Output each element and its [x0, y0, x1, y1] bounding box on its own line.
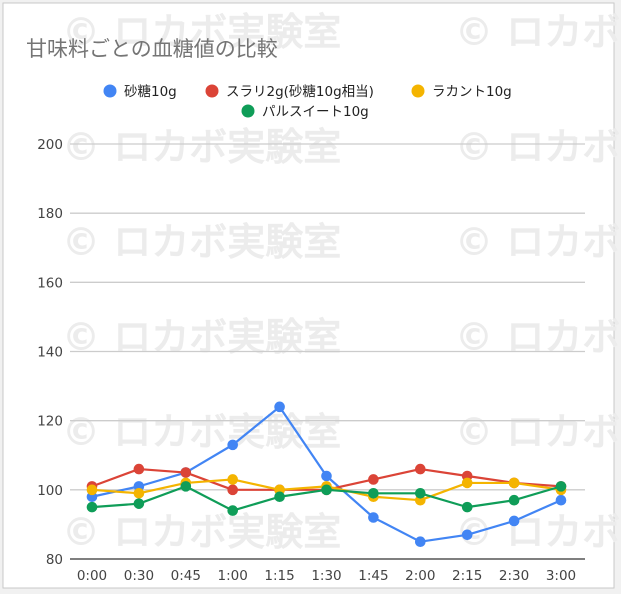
data-point	[227, 474, 238, 485]
x-tick-label: 1:15	[264, 568, 294, 584]
x-tick-label: 1:45	[358, 568, 388, 584]
y-tick-label: 80	[46, 552, 63, 568]
series	[86, 481, 567, 516]
data-point	[321, 470, 332, 482]
chart-title: 甘味料ごとの血糖値の比較	[26, 37, 278, 61]
watermark-text: © ロカボ実験室	[62, 125, 341, 169]
data-point	[227, 505, 238, 516]
y-tick-label: 200	[37, 137, 63, 153]
legend-marker	[411, 84, 425, 98]
legend-label: パルスイート10g	[262, 104, 369, 120]
x-tick-label: 0:00	[77, 568, 107, 584]
data-point	[415, 487, 426, 499]
data-point	[415, 463, 426, 475]
watermark-text: © ロカボ実験室	[62, 410, 341, 454]
data-point	[321, 484, 332, 496]
y-tick-label: 100	[37, 483, 63, 499]
watermark-text: © ロカボ実験室	[62, 315, 341, 359]
watermark-text: © ロカボ実験室	[455, 125, 621, 169]
watermark-text: © ロカボ実験室	[455, 510, 621, 554]
x-tick-label: 1:00	[218, 568, 248, 584]
legend: 砂糖10g スラリ2g(砂糖10g相当) ラカント10g パルスイート10g	[103, 84, 512, 120]
data-point	[133, 463, 145, 475]
data-point	[555, 481, 567, 492]
watermark-text: © ロカボ実験室	[455, 220, 621, 264]
legend-label: ラカント10g	[432, 84, 512, 100]
data-point	[86, 501, 98, 513]
y-tick-label: 160	[37, 275, 63, 291]
watermark-text: © ロカボ実験室	[62, 220, 341, 264]
data-point	[368, 474, 379, 485]
data-point	[180, 467, 192, 478]
data-point	[227, 439, 238, 451]
x-tick-label: 2:00	[405, 568, 435, 584]
legend-label: 砂糖10g	[124, 84, 177, 100]
watermark-layer: © ロカボ実験室 © ロカボ実験室 © ロカボ実験室 © ロカボ実験室 © ロカボ実験室…	[62, 10, 621, 554]
data-point	[508, 494, 520, 506]
x-tick-label: 3:00	[546, 568, 576, 584]
data-point	[133, 487, 145, 499]
data-point	[133, 498, 145, 509]
data-point	[274, 401, 285, 413]
legend-marker	[241, 104, 255, 118]
x-tick-label: 2:15	[452, 568, 482, 584]
data-point	[508, 477, 520, 489]
data-point	[180, 481, 192, 492]
x-tick-label: 0:45	[171, 568, 201, 584]
watermark-text: © ロカボ実験室	[455, 315, 621, 359]
y-tick-label: 180	[37, 206, 63, 222]
watermark-text: © ロカボ実験室	[62, 10, 341, 54]
data-point	[227, 484, 238, 496]
data-point	[508, 515, 520, 527]
data-point	[461, 501, 473, 513]
y-tick-label: 120	[37, 414, 63, 430]
legend-label: スラリ2g(砂糖10g相当)	[226, 84, 374, 100]
watermark-text: © ロカボ実験室	[455, 410, 621, 454]
legend-marker	[205, 84, 219, 98]
x-axis: 0:00 0:30 0:45 1:00 1:15 1:30 1:45 2:00 2:15 2:30…	[77, 568, 576, 584]
plot-area	[86, 401, 567, 548]
x-tick-label: 2:30	[499, 568, 529, 584]
grid-lines	[70, 143, 585, 560]
legend-marker	[103, 84, 117, 98]
data-point	[368, 487, 379, 499]
data-point	[86, 484, 98, 496]
data-point	[461, 477, 473, 489]
watermark-text: © ロカボ実験室	[62, 510, 341, 554]
y-tick-label: 140	[37, 345, 63, 361]
data-point	[461, 529, 473, 541]
watermark-text: © ロカボ実験室	[455, 10, 621, 54]
data-point	[555, 494, 567, 506]
data-point	[368, 512, 379, 523]
y-axis: 80 100 120 140 160 180 200	[37, 137, 63, 568]
data-point	[274, 491, 285, 503]
x-tick-label: 0:30	[124, 568, 154, 584]
data-point	[415, 536, 426, 548]
x-tick-label: 1:30	[311, 568, 341, 584]
